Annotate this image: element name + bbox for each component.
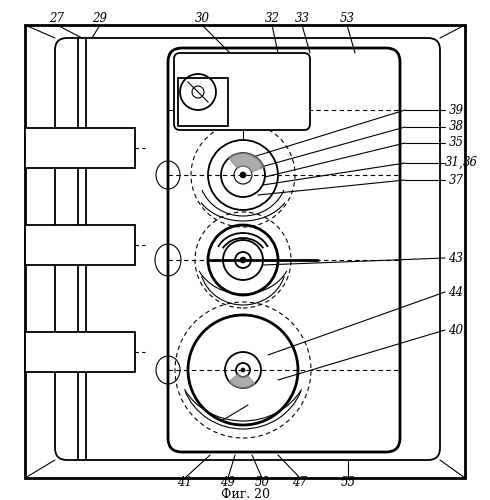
Circle shape bbox=[240, 172, 246, 178]
Text: 36: 36 bbox=[463, 156, 477, 170]
Text: 39: 39 bbox=[448, 104, 464, 117]
FancyBboxPatch shape bbox=[55, 38, 440, 460]
Text: 30: 30 bbox=[195, 12, 210, 24]
Text: 43: 43 bbox=[448, 252, 464, 264]
Bar bbox=[25, 128, 135, 168]
Text: 38: 38 bbox=[448, 120, 464, 134]
Bar bbox=[25, 25, 465, 478]
Text: 41: 41 bbox=[177, 476, 193, 490]
Polygon shape bbox=[229, 374, 255, 388]
Text: 49: 49 bbox=[220, 476, 236, 490]
Polygon shape bbox=[229, 153, 264, 172]
Text: 29: 29 bbox=[93, 12, 107, 24]
Text: 47: 47 bbox=[293, 476, 308, 490]
Text: 27: 27 bbox=[49, 12, 65, 24]
Text: 55: 55 bbox=[341, 476, 356, 490]
Text: 44: 44 bbox=[448, 286, 464, 298]
Bar bbox=[178, 78, 228, 126]
Text: 32: 32 bbox=[265, 12, 279, 24]
Text: Фиг. 20: Фиг. 20 bbox=[220, 488, 270, 500]
Circle shape bbox=[241, 368, 245, 372]
Text: 40: 40 bbox=[448, 324, 464, 336]
Text: 31: 31 bbox=[444, 156, 460, 170]
Bar bbox=[25, 225, 135, 265]
Text: 37: 37 bbox=[448, 174, 464, 186]
Bar bbox=[25, 332, 135, 372]
Circle shape bbox=[240, 257, 246, 263]
Text: ,: , bbox=[459, 156, 463, 170]
Text: 33: 33 bbox=[294, 12, 310, 24]
Text: 50: 50 bbox=[254, 476, 270, 490]
Text: 53: 53 bbox=[340, 12, 354, 24]
FancyBboxPatch shape bbox=[168, 48, 400, 452]
FancyBboxPatch shape bbox=[174, 53, 310, 130]
Text: 35: 35 bbox=[448, 136, 464, 149]
